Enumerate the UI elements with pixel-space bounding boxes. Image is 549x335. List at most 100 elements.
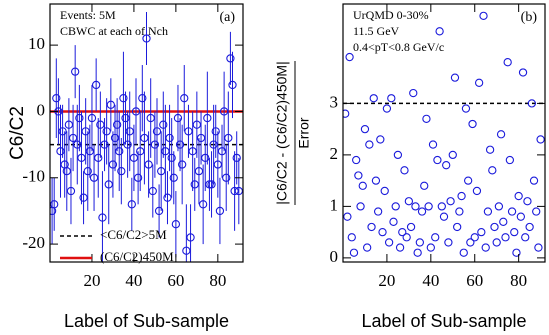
point [420, 181, 429, 190]
point [209, 140, 218, 149]
point [81, 127, 90, 136]
y-tick-label: -10 [22, 167, 45, 186]
point [127, 200, 136, 209]
point [169, 173, 178, 182]
point [119, 94, 128, 103]
point [182, 246, 191, 255]
point [409, 88, 418, 98]
point [62, 166, 71, 176]
point [411, 202, 420, 211]
point [444, 238, 453, 247]
point [115, 147, 124, 156]
point [384, 238, 394, 247]
point [373, 207, 383, 216]
point [428, 140, 438, 149]
point [367, 222, 376, 232]
point [485, 145, 495, 154]
point [213, 160, 222, 169]
point [481, 243, 490, 252]
point [400, 166, 409, 175]
point [415, 238, 424, 247]
y-tick-label: -20 [22, 233, 45, 252]
point [192, 120, 201, 129]
point [360, 124, 370, 134]
point [140, 133, 149, 143]
point [85, 147, 95, 156]
point [527, 99, 536, 108]
point [442, 161, 451, 170]
plot-area [50, 11, 243, 262]
point [89, 173, 99, 182]
point [224, 133, 233, 143]
point [83, 166, 92, 176]
point [501, 233, 510, 242]
point [345, 52, 354, 62]
annotation: CBWC at each of Nch [60, 24, 168, 38]
legend-label: <C6/C2>5M [100, 227, 167, 242]
point [510, 227, 519, 237]
point [389, 217, 398, 226]
point [194, 166, 204, 176]
point [437, 202, 446, 211]
point [466, 238, 475, 247]
point [100, 140, 109, 149]
point [347, 233, 356, 242]
point [380, 186, 389, 196]
point [71, 67, 80, 76]
annotation: UrQMD 0-30% [353, 8, 429, 22]
point [532, 207, 541, 216]
point [459, 248, 468, 257]
x-axis-label: Label of Sub-sample [64, 311, 229, 331]
point [196, 133, 206, 143]
point [505, 155, 515, 165]
point [92, 80, 101, 90]
point [512, 248, 521, 257]
point [387, 94, 396, 103]
legend-label: (C6/C2)450M [100, 249, 174, 264]
point [94, 153, 103, 163]
point [431, 233, 440, 242]
point [159, 120, 168, 129]
point [483, 207, 493, 216]
point [150, 140, 160, 149]
panel-label: (b) [521, 10, 538, 25]
point [161, 147, 170, 156]
point [464, 176, 473, 185]
point [125, 127, 134, 136]
point [391, 202, 400, 211]
point [450, 73, 460, 82]
point [230, 186, 239, 196]
point [363, 243, 372, 252]
point [536, 135, 545, 144]
point [499, 217, 508, 226]
point [157, 166, 166, 176]
point [523, 197, 532, 206]
point [349, 248, 359, 257]
point [98, 213, 107, 222]
point [358, 181, 367, 190]
annotation: 0.4<pT<0.8 GeV/c [353, 40, 444, 54]
point [64, 120, 74, 129]
point [112, 120, 122, 129]
point [175, 140, 185, 149]
point [184, 127, 193, 136]
point [453, 222, 462, 232]
point [417, 207, 427, 216]
point [365, 140, 374, 149]
point [424, 202, 433, 211]
y-tick-label: 2 [330, 144, 339, 163]
point [402, 233, 411, 242]
point [75, 113, 84, 123]
point [468, 119, 477, 129]
point [376, 135, 385, 144]
x-tick-label: 20 [378, 271, 395, 290]
point [102, 127, 111, 136]
point [395, 243, 405, 252]
point [152, 127, 162, 136]
point [110, 133, 120, 143]
point [165, 133, 174, 143]
point [525, 222, 534, 232]
point [514, 191, 523, 201]
point [232, 153, 241, 163]
